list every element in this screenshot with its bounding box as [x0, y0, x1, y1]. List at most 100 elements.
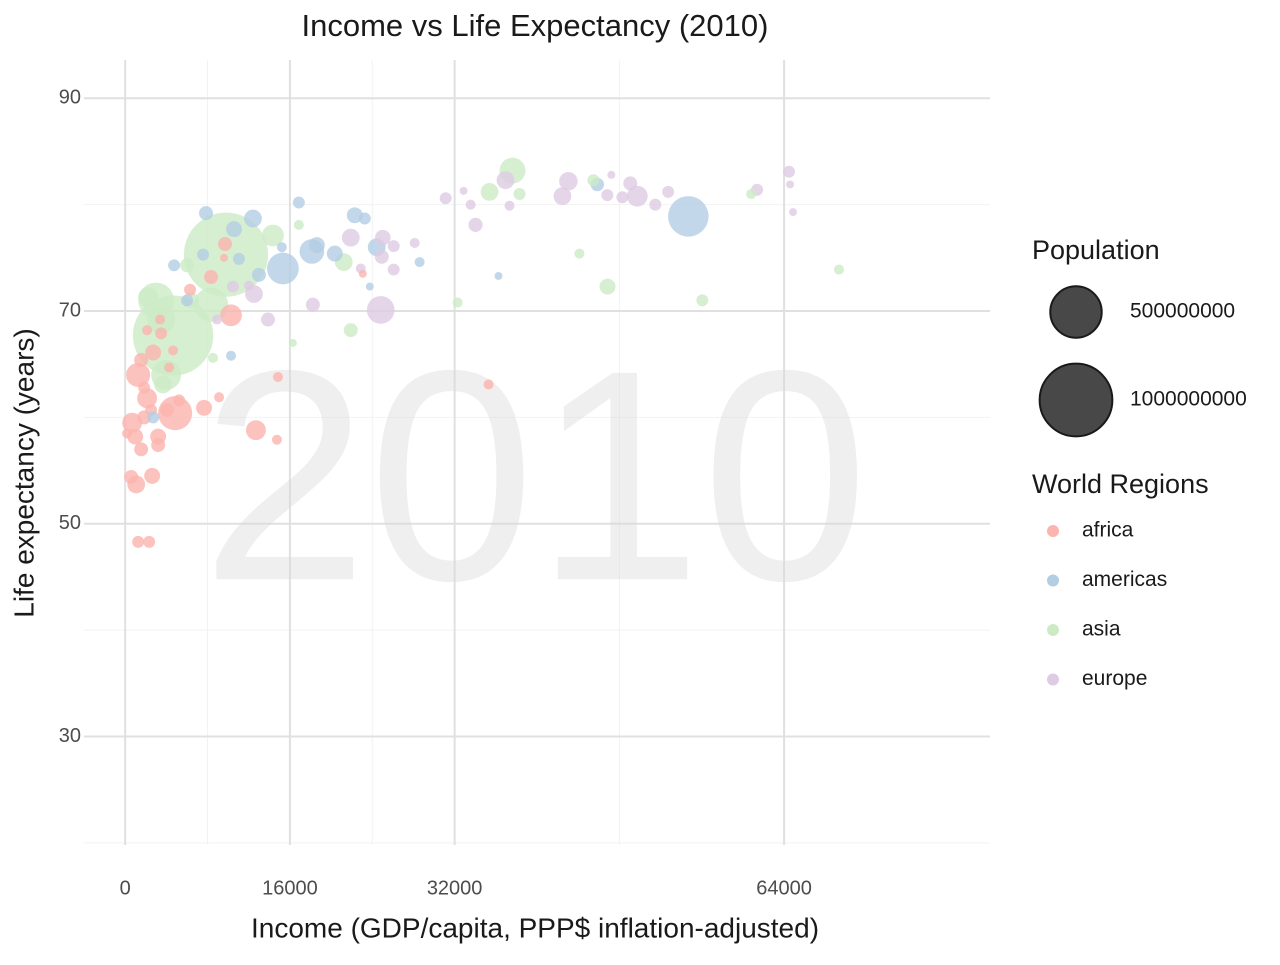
bubble	[599, 278, 616, 295]
bubble	[346, 207, 363, 224]
bubble	[559, 171, 578, 191]
size-legend-label: 500000000	[1130, 300, 1235, 323]
bubble	[696, 294, 709, 307]
grid	[84, 60, 990, 845]
legend-marker	[1047, 574, 1059, 587]
bubble	[365, 282, 374, 291]
bubble	[126, 362, 151, 387]
chart-title: Income vs Life Expectancy (2010)	[302, 8, 769, 43]
x-tick-label: 32000	[427, 877, 483, 899]
bubble	[513, 188, 526, 200]
bubble	[214, 392, 225, 403]
bubble	[409, 237, 420, 248]
bubble	[668, 196, 709, 237]
y-tick-label: 30	[59, 725, 81, 747]
bubble	[468, 217, 483, 232]
bubble	[553, 187, 572, 206]
bubble	[601, 189, 614, 202]
bubble	[245, 420, 266, 441]
bubble	[145, 344, 162, 361]
watermark: 2010	[201, 307, 868, 643]
bubble	[439, 192, 452, 205]
bubble	[184, 283, 197, 296]
bubble	[607, 170, 616, 179]
bubble	[341, 228, 360, 247]
bubble	[164, 362, 175, 373]
bubble	[465, 199, 476, 210]
bubble	[212, 314, 223, 325]
bubble	[623, 176, 638, 191]
legend-label: asia	[1082, 618, 1121, 641]
bubble	[366, 296, 395, 324]
size-legend-title: Population	[1032, 235, 1160, 265]
bubble	[459, 186, 468, 195]
bubble	[483, 379, 494, 390]
bubble	[504, 200, 515, 211]
bubble	[168, 259, 181, 272]
points	[122, 157, 844, 548]
bubble	[193, 287, 229, 322]
bubble	[343, 323, 358, 338]
bubble	[218, 237, 233, 252]
bubble	[180, 258, 195, 273]
bubble	[134, 442, 149, 457]
color-legend-title: World Regions	[1032, 469, 1209, 499]
bubble	[358, 212, 371, 225]
bubble	[226, 280, 239, 293]
bubble	[134, 352, 149, 367]
bubble	[173, 394, 186, 407]
y-tick-label: 90	[59, 87, 81, 109]
bubble	[358, 269, 367, 278]
bubble	[480, 182, 499, 201]
bubble	[292, 196, 305, 209]
bubble	[124, 469, 139, 484]
bubble	[374, 229, 391, 246]
bubble	[251, 267, 266, 282]
y-tick-label: 50	[59, 512, 81, 534]
bubble	[414, 257, 425, 268]
bubble	[181, 294, 194, 307]
bubble	[293, 219, 304, 230]
bubble	[244, 209, 262, 228]
bubble	[220, 304, 242, 327]
bubble	[574, 248, 585, 259]
bubble	[168, 345, 179, 356]
bubble	[374, 249, 389, 264]
size-legend-label: 1000000000	[1130, 388, 1247, 411]
y-axis-title: Life expectancy (years)	[8, 328, 39, 617]
bubble	[151, 438, 166, 453]
bubble	[288, 338, 297, 347]
x-axis-title: Income (GDP/capita, PPP$ inflation-adjus…	[251, 912, 819, 943]
legend-label: africa	[1082, 519, 1134, 542]
bubble	[143, 535, 156, 548]
bubble	[272, 371, 283, 382]
bubble	[220, 253, 229, 262]
bubble	[746, 189, 757, 200]
legend-marker	[1047, 624, 1059, 636]
bubble	[155, 327, 168, 340]
bubble	[262, 224, 284, 247]
bubble	[144, 467, 161, 484]
bubble	[243, 280, 254, 291]
bubble	[494, 271, 503, 280]
bubble	[305, 297, 320, 312]
bubble	[387, 240, 400, 253]
bubble	[326, 245, 343, 262]
bubble	[452, 297, 463, 308]
bubble	[196, 399, 213, 416]
legend-marker	[1047, 525, 1059, 537]
bubble	[132, 535, 145, 548]
size-legend-key	[1049, 285, 1103, 339]
bubble	[122, 428, 133, 439]
bubble	[160, 402, 175, 417]
bubble	[155, 314, 166, 325]
bubble	[496, 171, 515, 190]
legend-marker	[1047, 673, 1059, 686]
bubble	[626, 185, 648, 207]
bubble	[137, 388, 158, 409]
bubble	[833, 264, 844, 275]
bubble	[649, 198, 662, 211]
x-tick-label: 0	[120, 877, 131, 899]
